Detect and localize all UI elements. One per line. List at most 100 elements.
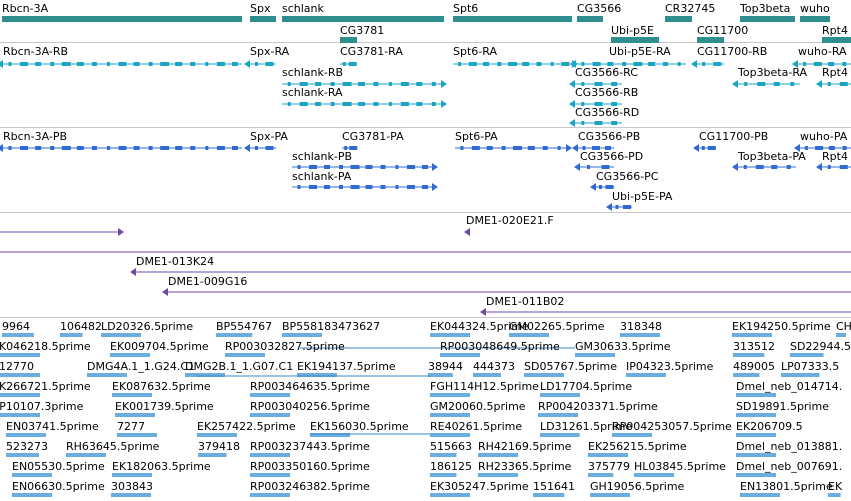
feature-transcript-rbcn-3a-rb-exon[interactable]: [61, 62, 71, 66]
est-feature-label[interactable]: 515663: [430, 440, 472, 453]
feature-protein-rpt4-strand-arrow[interactable]: [816, 163, 822, 171]
feature-transcript-rbcn-3a-rb-exon[interactable]: [35, 62, 42, 66]
est-feature-label[interactable]: EN05530.5prime: [12, 460, 105, 473]
feature-protein-cg3566-pd-exon[interactable]: [587, 165, 590, 169]
feature-transcript-schlank-ra-strand-arrow[interactable]: [441, 100, 447, 108]
bac-strand-arrow[interactable]: [480, 308, 486, 316]
est-feature-glyph[interactable]: [538, 413, 578, 417]
est-feature-glyph[interactable]: [733, 373, 760, 377]
feature-transcript-wuho-ra-exon[interactable]: [813, 62, 822, 66]
est-feature-label[interactable]: 412770: [0, 360, 34, 373]
est-feature-label[interactable]: EN06630.5prime: [12, 480, 105, 493]
feature-protein-schlank-pb-label[interactable]: schlank-PB: [292, 150, 353, 163]
est-feature-glyph[interactable]: [6, 453, 39, 457]
feature-transcript-rbcn-3a-rb-exon[interactable]: [91, 62, 97, 66]
feature-transcript-rbcn-3a-rb-strand-arrow[interactable]: [0, 60, 3, 68]
est-feature-glyph[interactable]: [112, 393, 152, 397]
feature-protein-spt6-pa-exon[interactable]: [512, 146, 522, 150]
feature-gene-wuho-bar[interactable]: [800, 16, 830, 22]
est-feature-label[interactable]: DMG2B.1_1.G07.C1: [185, 360, 294, 373]
feature-transcript-spt6-ra-exon[interactable]: [468, 62, 477, 66]
feature-protein-spx-pa-exon[interactable]: [265, 146, 274, 150]
est-feature-glyph[interactable]: [430, 333, 470, 337]
feature-protein-wuho-pa-exon[interactable]: [842, 146, 847, 150]
feature-protein-schlank-pa-exon[interactable]: [309, 185, 317, 189]
feature-gene-rpt4-label[interactable]: Rpt4: [822, 24, 848, 37]
est-feature-glyph[interactable]: [540, 393, 580, 397]
est-feature-glyph[interactable]: [0, 373, 40, 377]
feature-transcript-top3beta-ra-exon[interactable]: [790, 82, 795, 86]
feature-transcript-rbcn-3a-rb-exon[interactable]: [106, 62, 110, 66]
est-feature-glyph[interactable]: [430, 433, 470, 437]
est-feature-label[interactable]: EK044324.5prime: [430, 320, 529, 333]
est-feature-label[interactable]: EK156030.5prime: [310, 420, 409, 433]
feature-protein-spx-pa-strand-arrow[interactable]: [244, 144, 250, 152]
feature-transcript-ubi-p5e-ra-label[interactable]: Ubi-p5E-RA: [609, 45, 671, 58]
est-feature-label[interactable]: RP003032827.5prime: [225, 340, 345, 353]
feature-transcript-rbcn-3a-rb-exon[interactable]: [76, 62, 84, 66]
est-feature-glyph[interactable]: [533, 493, 565, 497]
est-feature-glyph[interactable]: [732, 333, 772, 337]
est-feature-label[interactable]: 9964: [2, 320, 30, 333]
feature-protein-rpt4-label[interactable]: Rpt4: [822, 150, 848, 163]
est-feature-label[interactable]: EK001739.5prime: [115, 400, 214, 413]
est-feature-label[interactable]: 38944: [428, 360, 463, 373]
feature-protein-schlank-pb-exon[interactable]: [422, 165, 428, 169]
feature-protein-cg3566-pb-exon[interactable]: [582, 146, 586, 150]
feature-protein-ubi-p5e-pa-label[interactable]: Ubi-p5E-PA: [612, 190, 673, 203]
feature-transcript-spx-ra-label[interactable]: Spx-RA: [250, 45, 290, 58]
est-feature-glyph[interactable]: [626, 373, 666, 377]
feature-protein-schlank-pb-exon[interactable]: [350, 165, 360, 169]
est-feature-label[interactable]: RE40261.5prime: [430, 420, 523, 433]
feature-protein-top3beta-pa-exon[interactable]: [771, 165, 778, 169]
feature-transcript-cg3566-rb-exon[interactable]: [581, 102, 585, 106]
feature-protein-cg3781-pa-label[interactable]: CG3781-PA: [342, 130, 404, 143]
est-feature-label[interactable]: RH42169.5prime: [478, 440, 572, 453]
feature-transcript-schlank-ra-exon[interactable]: [431, 102, 436, 106]
feature-protein-spt6-pa-exon[interactable]: [471, 146, 480, 150]
est-feature-glyph[interactable]: [250, 413, 290, 417]
est-feature-label[interactable]: RP003237443.5prime: [250, 440, 370, 453]
feature-transcript-cg3566-rd-exon[interactable]: [594, 121, 603, 125]
feature-transcript-schlank-rb-exon[interactable]: [315, 82, 322, 86]
feature-transcript-cg11700-rb-label[interactable]: CG11700-RB: [697, 45, 768, 58]
feature-gene-top3beta-bar[interactable]: [740, 16, 795, 22]
feature-transcript-rbcn-3a-rb-exon[interactable]: [118, 62, 127, 66]
feature-protein-spt6-pa-strand-arrow[interactable]: [566, 144, 572, 152]
est-feature-label[interactable]: 7277: [117, 420, 145, 433]
est-feature-label[interactable]: BP558183473627: [282, 320, 381, 333]
feature-transcript-rbcn-3a-rb-exon[interactable]: [216, 62, 225, 66]
est-feature-label[interactable]: 106482: [60, 320, 102, 333]
feature-transcript-top3beta-ra-label[interactable]: Top3beta-RA: [738, 66, 808, 79]
feature-protein-cg3566-pb-exon[interactable]: [592, 146, 600, 150]
feature-transcript-ubi-p5e-ra-exon[interactable]: [677, 62, 681, 66]
est-feature-glyph[interactable]: [0, 353, 40, 357]
est-feature-glyph[interactable]: [250, 473, 290, 477]
feature-protein-cg3781-pa-exon[interactable]: [349, 146, 358, 150]
feature-protein-rbcn-3a-pb-exon[interactable]: [216, 146, 225, 150]
est-feature-glyph[interactable]: [225, 353, 265, 357]
feature-transcript-top3beta-ra-strand-arrow[interactable]: [732, 80, 738, 88]
est-feature-label[interactable]: RH23365.5prime: [478, 460, 572, 473]
est-feature-label[interactable]: 375779: [588, 460, 630, 473]
feature-protein-rbcn-3a-pb-exon[interactable]: [175, 146, 183, 150]
est-feature-glyph[interactable]: [736, 413, 776, 417]
est-feature-label[interactable]: 313512: [733, 340, 775, 353]
feature-protein-cg3566-pc-strand-arrow[interactable]: [590, 183, 596, 191]
feature-transcript-ubi-p5e-ra-exon[interactable]: [622, 62, 627, 66]
feature-protein-rbcn-3a-pb-exon[interactable]: [50, 146, 55, 150]
est-feature-glyph[interactable]: [60, 333, 83, 337]
est-feature-label[interactable]: EK305247.5prime: [430, 480, 529, 493]
feature-protein-rbcn-3a-pb-exon[interactable]: [205, 146, 209, 150]
feature-transcript-rpt4-strand-arrow[interactable]: [816, 80, 822, 88]
feature-protein-schlank-pa-strand-arrow[interactable]: [432, 183, 438, 191]
est-feature-label[interactable]: RP003040256.5prime: [250, 400, 370, 413]
est-feature-glyph[interactable]: [430, 493, 470, 497]
feature-transcript-schlank-rb-exon[interactable]: [342, 82, 352, 86]
feature-gene-spx-label[interactable]: Spx: [250, 2, 271, 15]
feature-transcript-schlank-ra-exon[interactable]: [373, 102, 379, 106]
est-feature-glyph[interactable]: [575, 353, 615, 357]
feature-protein-spt6-pa-exon[interactable]: [501, 146, 506, 150]
est-feature-glyph[interactable]: [297, 373, 337, 377]
bac-strand-arrow[interactable]: [130, 268, 136, 276]
